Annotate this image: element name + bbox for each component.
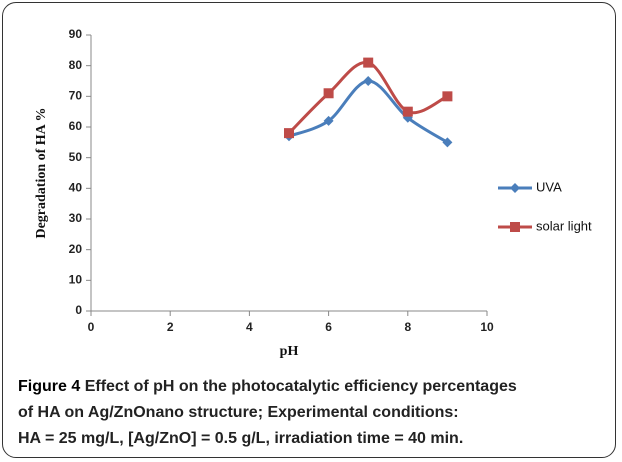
x-axis-label: pH: [280, 344, 299, 359]
x-tick-label: 4: [246, 320, 253, 334]
y-tick-label: 30: [69, 211, 83, 225]
marker: [323, 88, 334, 99]
y-tick-label: 10: [69, 273, 83, 287]
legend-label: solar light: [536, 218, 592, 233]
y-tick-label: 80: [69, 58, 83, 72]
x-tick-label: 6: [325, 320, 332, 334]
caption-text: of HA on Ag/ZnOnano structure; Experimen…: [18, 404, 459, 421]
marker: [363, 57, 374, 68]
caption-text: Effect of pH on the photocatalytic effic…: [84, 378, 517, 395]
x-tick-label: 8: [404, 320, 411, 334]
y-tick-label: 50: [69, 150, 83, 164]
marker: [363, 76, 374, 86]
caption: Figure 4 Effect of pH on the photocataly…: [18, 374, 618, 452]
marker: [284, 128, 294, 139]
y-axis-label: Degradation of HA %: [34, 107, 49, 238]
legend-label: UVA: [536, 179, 562, 194]
figure-frame: [2, 2, 616, 458]
y-tick-label: 70: [69, 89, 83, 103]
y-tick-label: 20: [69, 242, 83, 256]
y-tick-label: 40: [69, 181, 83, 195]
legend-marker: [510, 222, 520, 232]
x-tick-label: 10: [480, 320, 494, 334]
caption-line: Figure 4 Effect of pH on the photocataly…: [18, 374, 618, 400]
y-tick-label: 0: [75, 303, 82, 317]
caption-label: Figure 4: [18, 378, 81, 395]
series-line: [287, 61, 449, 135]
x-tick-label: 2: [167, 320, 174, 334]
marker: [442, 91, 453, 102]
caption-text: HA = 25 mg/L, [Ag/ZnO] = 0.5 g/L, irradi…: [18, 430, 464, 447]
y-tick-label: 90: [69, 27, 83, 41]
chart: pH Degradation of HA % 01020304050607080…: [34, 27, 592, 359]
y-tick-label: 60: [69, 119, 83, 133]
x-tick-label: 0: [88, 320, 95, 334]
legend-marker: [510, 183, 520, 193]
marker: [323, 115, 334, 126]
marker: [402, 106, 413, 117]
marker: [442, 137, 453, 148]
